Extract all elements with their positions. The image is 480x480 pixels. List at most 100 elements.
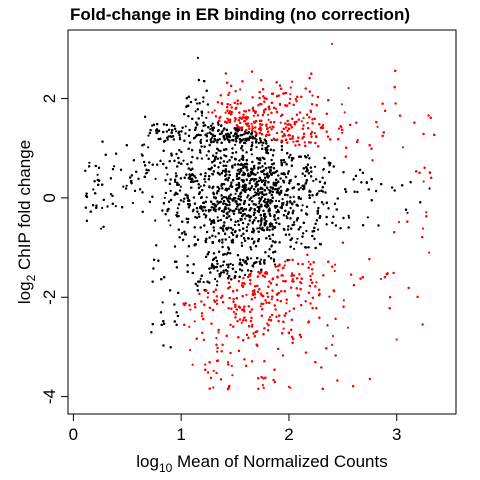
data-point-black [131, 201, 134, 205]
data-point-black [240, 128, 244, 132]
data-point-black [322, 203, 325, 206]
data-point-black [305, 229, 308, 233]
data-point-black [163, 196, 166, 199]
data-point-black [245, 226, 249, 229]
data-point-black [259, 258, 263, 261]
data-point-black [237, 168, 240, 171]
data-point-black [231, 263, 234, 267]
data-point-black [261, 144, 264, 147]
data-point-black [250, 248, 253, 251]
data-point-black [256, 171, 259, 174]
data-point-black [299, 186, 302, 189]
data-point-black [174, 180, 177, 183]
data-point-black [166, 173, 169, 176]
data-point-black [147, 134, 150, 137]
plot-frame [67, 29, 457, 415]
data-point-black [179, 185, 182, 188]
data-point-black [216, 284, 219, 287]
data-point-black [122, 185, 125, 188]
data-point-black [259, 166, 262, 169]
data-point-black [229, 262, 232, 265]
data-point-black [184, 125, 187, 128]
data-point-black [169, 224, 172, 227]
data-point-black [274, 263, 277, 266]
data-point-black [292, 195, 295, 198]
data-point-black [113, 165, 116, 168]
data-point-black [234, 192, 237, 195]
data-point-black [347, 216, 351, 219]
data-point-black [224, 233, 227, 236]
data-point-black [268, 235, 271, 238]
data-point-black [209, 128, 212, 131]
data-point-black [96, 173, 99, 176]
data-point-black [194, 176, 197, 179]
data-point-black [204, 180, 207, 183]
data-point-black [366, 216, 369, 219]
data-point-black [186, 255, 189, 258]
data-point-black [221, 264, 225, 267]
data-point-black [250, 153, 253, 156]
data-point-black [206, 132, 209, 135]
data-point-black [243, 133, 246, 136]
data-point-black [279, 185, 282, 188]
data-point-black [216, 280, 219, 283]
data-point-black [293, 221, 296, 224]
data-point-black [317, 228, 320, 231]
data-point-black [223, 169, 226, 172]
data-point-black [293, 247, 296, 250]
data-point-black [306, 154, 310, 157]
data-point-black [312, 179, 315, 182]
data-point-black [252, 242, 255, 245]
data-point-black [228, 203, 231, 207]
data-point-black [228, 210, 231, 213]
data-point-black [174, 172, 177, 175]
data-point-black [209, 222, 213, 226]
data-point-black [226, 272, 229, 275]
data-point-black [322, 167, 325, 171]
data-point-black [176, 207, 179, 210]
data-point-black [214, 235, 217, 238]
data-point-black [313, 201, 316, 204]
data-point-black [216, 269, 219, 272]
data-point-black [218, 138, 221, 141]
data-point-black [249, 257, 253, 260]
data-point-black [234, 143, 237, 146]
data-point-black [250, 185, 254, 188]
data-point-black [216, 216, 219, 219]
data-point-black [182, 159, 185, 162]
data-point-black [92, 188, 95, 191]
data-point-black [261, 190, 264, 193]
data-point-black [255, 138, 258, 141]
data-point-black [214, 210, 217, 213]
data-point-black [254, 185, 257, 188]
data-point-black [288, 233, 291, 236]
data-point-black [167, 219, 170, 222]
data-point-black [285, 215, 288, 218]
data-point-black [194, 110, 197, 113]
data-point-black [175, 130, 178, 133]
data-point-black [233, 223, 236, 227]
data-point-black [428, 187, 431, 190]
data-point-black [260, 222, 263, 226]
chart-title: Fold-change in ER binding (no correction… [70, 5, 410, 24]
data-point-black [237, 195, 240, 198]
data-point-black [225, 253, 228, 256]
data-point-black [347, 214, 350, 217]
data-point-black [224, 202, 227, 205]
data-point-black [154, 177, 157, 180]
data-point-black [314, 165, 317, 168]
data-point-black [205, 154, 208, 157]
data-point-black [147, 146, 150, 149]
data-point-black [211, 122, 214, 125]
data-point-black [100, 227, 103, 230]
data-point-black [301, 204, 304, 207]
data-point-black [204, 216, 207, 219]
series-black-points [84, 56, 431, 349]
data-point-black [196, 102, 199, 105]
data-point-black [88, 161, 91, 164]
data-point-black [318, 190, 321, 193]
data-point-black [256, 227, 259, 230]
data-point-black [226, 160, 229, 163]
data-point-black [169, 189, 172, 192]
data-point-black [228, 236, 231, 239]
